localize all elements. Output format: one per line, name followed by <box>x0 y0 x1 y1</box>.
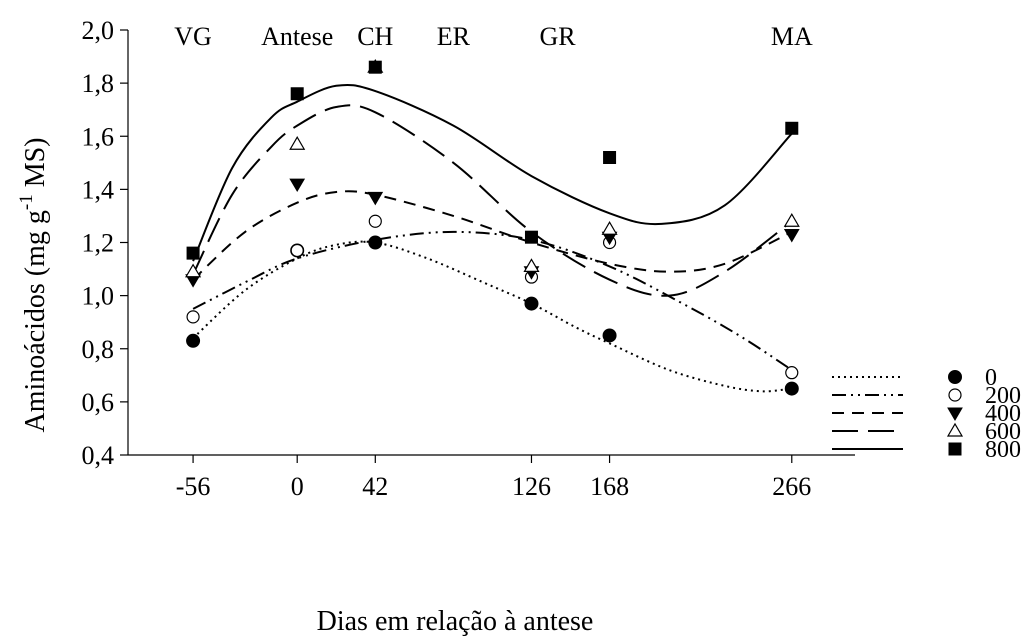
stage-label: GR <box>539 22 576 51</box>
legend-marker-600 <box>946 422 964 437</box>
data-point-0 <box>602 328 617 343</box>
y-tick-label: 1,2 <box>82 229 115 258</box>
legend-label: 400 <box>985 401 1021 427</box>
data-points <box>185 58 800 396</box>
fit-curve-0 <box>192 240 792 393</box>
data-point-800 <box>785 121 799 135</box>
data-point-600 <box>289 136 306 150</box>
legend-label: 800 <box>985 437 1021 463</box>
x-ticks: -56 0 42 126 168 266 <box>176 455 811 501</box>
y-tick-label: 1,4 <box>82 175 115 204</box>
stage-labels: VG Antese CH ER GR MA <box>174 22 813 51</box>
legend-label: 0 <box>985 365 997 391</box>
stage-label: CH <box>357 22 393 51</box>
stage-label: Antese <box>261 22 333 51</box>
data-point-400 <box>289 178 306 193</box>
y-tick-label: 0,4 <box>82 441 115 470</box>
y-tick-label: 2,0 <box>82 16 115 45</box>
y-axis-title-end: MS) <box>20 137 51 194</box>
legend-label: 200 <box>985 383 1021 409</box>
fit-curve-200 <box>192 230 793 371</box>
x-tick-label: 168 <box>590 472 629 501</box>
legend-marker-400 <box>947 407 963 421</box>
x-tick-label: 0 <box>291 472 304 501</box>
data-point-200 <box>186 310 200 324</box>
x-tick-label: 266 <box>772 472 811 501</box>
y-tick-label: 1,8 <box>82 69 115 98</box>
data-point-800 <box>186 246 200 260</box>
stage-label: ER <box>437 22 471 51</box>
fit-curve-800 <box>192 83 793 262</box>
y-tick-label: 1,6 <box>82 122 115 151</box>
stage-label: VG <box>174 22 212 51</box>
fit-curve-600 <box>192 104 793 297</box>
y-axis-title-superscript: -1 <box>16 194 37 210</box>
y-tick-label: 0,6 <box>82 388 115 417</box>
stage-label: MA <box>771 22 813 51</box>
x-tick-label: 126 <box>512 472 551 501</box>
data-point-600 <box>601 221 618 235</box>
data-point-800 <box>290 87 304 101</box>
plot-area: 0,4 0,6 0,8 1,0 1,2 1,4 1,6 1,8 2,0 -56 0 42 126 168… <box>82 16 855 501</box>
legend-marker-0 <box>948 370 962 384</box>
data-point-400 <box>783 229 800 243</box>
data-point-600 <box>783 213 800 227</box>
fit-curves <box>192 83 793 393</box>
data-point-800 <box>524 230 538 244</box>
data-point-0 <box>784 381 799 396</box>
y-tick-label: 0,8 <box>82 335 115 364</box>
data-point-0 <box>368 235 383 250</box>
data-point-200 <box>368 214 382 228</box>
fit-curve-400 <box>192 190 793 281</box>
y-tick-label: 1,0 <box>82 282 115 311</box>
x-axis-title: Dias em relação à antese <box>317 606 594 637</box>
x-tick-label: 42 <box>362 472 388 501</box>
data-point-0 <box>186 333 201 348</box>
x-tick-label: -56 <box>176 472 211 501</box>
legend-marker-800 <box>948 442 962 456</box>
legend-label: 600 <box>985 419 1021 445</box>
y-ticks: 0,4 0,6 0,8 1,0 1,2 1,4 1,6 1,8 2,0 <box>82 16 128 470</box>
data-point-800 <box>368 60 382 74</box>
data-point-600 <box>523 258 540 273</box>
y-axis-title-main: Aminoácidos (mg g <box>20 210 51 432</box>
data-point-600 <box>185 263 202 278</box>
data-point-800 <box>603 151 617 164</box>
legend-marker-200 <box>948 388 962 402</box>
data-point-400 <box>367 191 384 206</box>
data-point-0 <box>524 296 539 311</box>
data-point-200 <box>785 366 799 380</box>
y-axis-title: Aminoácidos (mg g-1 MS) <box>16 137 51 432</box>
data-point-200 <box>290 243 304 258</box>
